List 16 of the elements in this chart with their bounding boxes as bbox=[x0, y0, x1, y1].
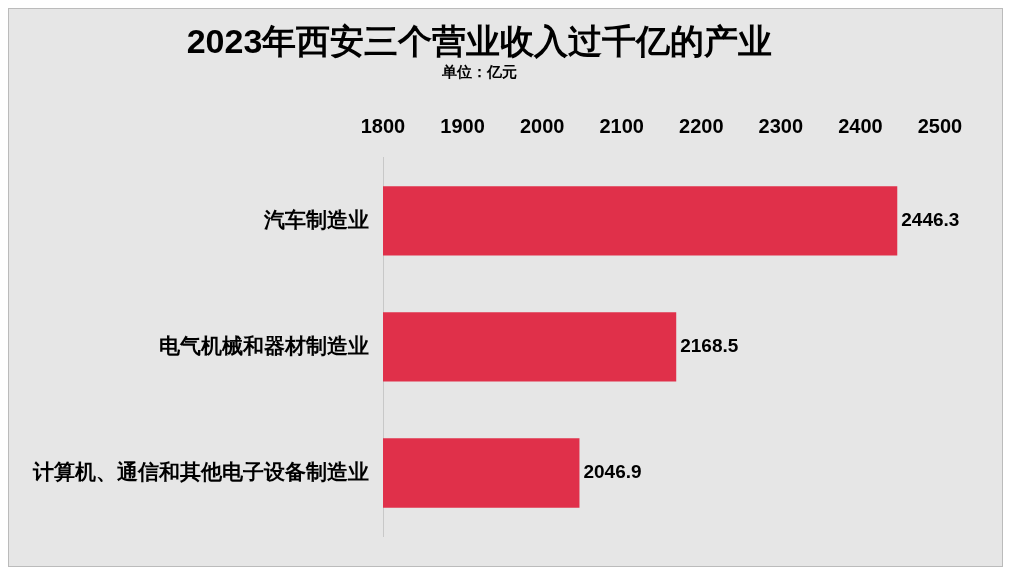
chart-title: 2023年西安三个营业收入过千亿的产业 bbox=[186, 21, 773, 60]
x-tick-label: 2500 bbox=[917, 115, 963, 138]
data-label: 2046.9 bbox=[583, 461, 642, 483]
x-tick-label: 2000 bbox=[519, 115, 565, 138]
chart-subtitle: 单位：亿元 bbox=[441, 62, 517, 80]
y-tick-label: 汽车制造业 bbox=[263, 207, 369, 231]
y-tick-label: 电气机械和器材制造业 bbox=[159, 333, 369, 357]
x-tick-label: 1800 bbox=[360, 115, 406, 138]
data-label: 2168.5 bbox=[680, 335, 739, 357]
y-tick-label: 计算机、通信和其他电子设备制造业 bbox=[32, 459, 369, 483]
x-tick-label: 2400 bbox=[838, 115, 883, 138]
x-tick-label: 1900 bbox=[440, 115, 485, 138]
x-tick-label: 2300 bbox=[758, 115, 804, 138]
x-tick-label: 2200 bbox=[679, 115, 724, 138]
x-tick-label: 2100 bbox=[599, 115, 644, 138]
data-label: 2446.3 bbox=[901, 209, 960, 231]
